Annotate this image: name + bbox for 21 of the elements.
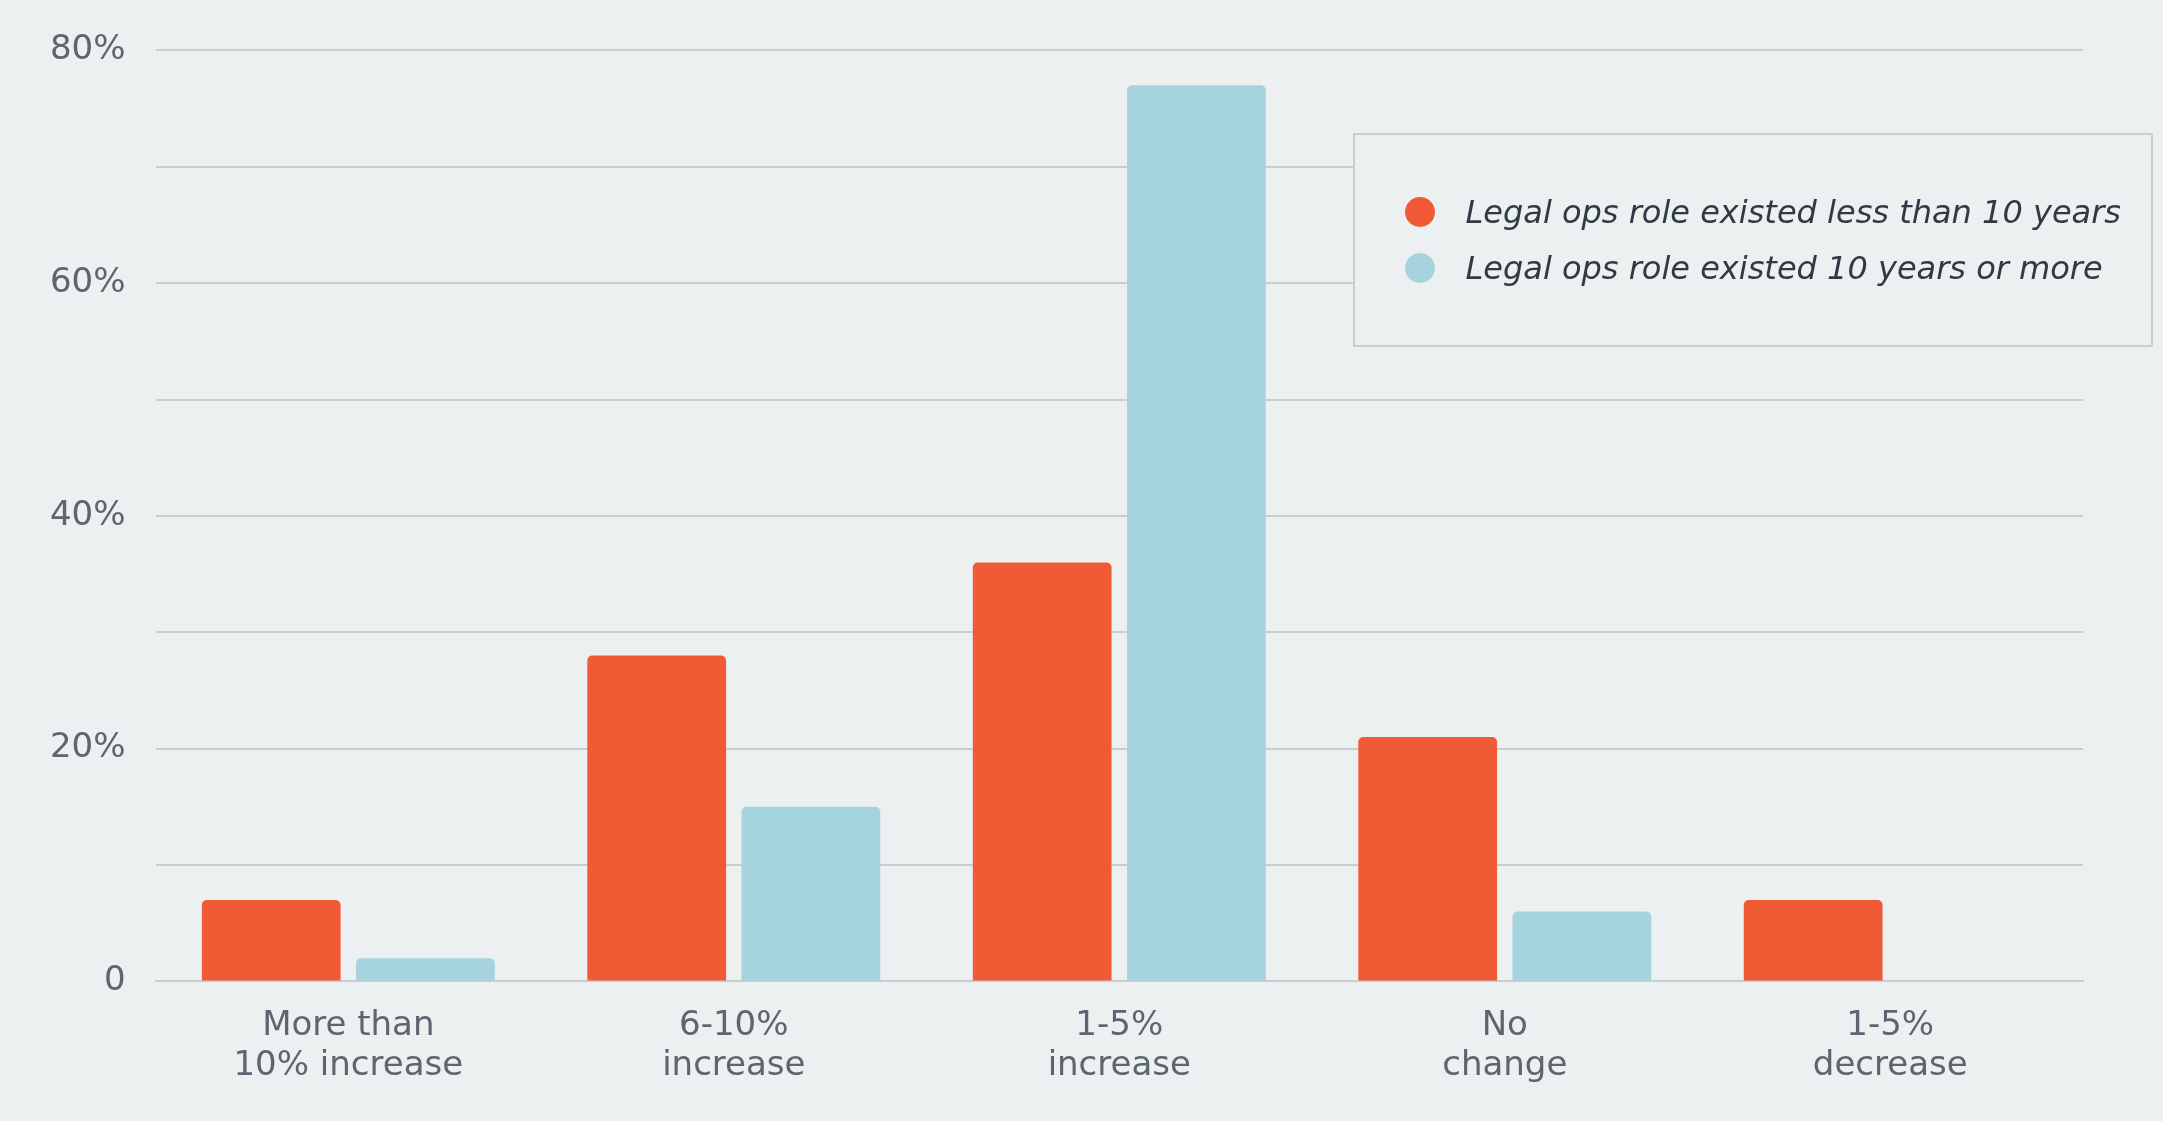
y-tick-label: 20% xyxy=(49,725,126,766)
x-tick-label: 1-5% decrease xyxy=(1812,1002,1968,1084)
legend-label: Legal ops role existed less than 10 years xyxy=(1465,193,2121,231)
bar xyxy=(356,958,495,981)
x-tick-label: 6-10% increase xyxy=(662,1002,806,1084)
bar xyxy=(1743,899,1883,981)
bar xyxy=(587,655,727,981)
legend-label: Legal ops role existed 10 years or more xyxy=(1465,249,2103,287)
bar xyxy=(1512,911,1652,981)
bar xyxy=(1358,737,1498,981)
y-tick-label: 40% xyxy=(49,492,126,533)
x-tick-label: No change xyxy=(1442,1002,1568,1084)
x-tick-label: More than 10% increase xyxy=(233,1002,464,1084)
y-tick-label: 80% xyxy=(49,27,126,68)
bar xyxy=(741,806,881,981)
bar xyxy=(1126,85,1266,981)
y-tick-label: 0 xyxy=(103,958,126,999)
bar xyxy=(972,562,1112,981)
x-tick-label: 1-5% increase xyxy=(1047,1002,1191,1084)
bar xyxy=(201,899,341,981)
y-tick-label: 60% xyxy=(49,259,126,300)
